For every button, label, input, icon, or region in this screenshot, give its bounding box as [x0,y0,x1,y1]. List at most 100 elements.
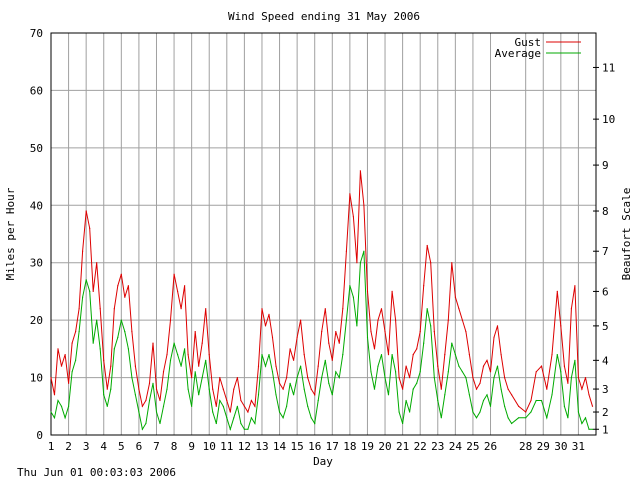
beaufort-tick-label: 9 [602,159,609,172]
average-point [247,428,249,430]
gust-point [127,285,129,287]
gust-point [162,371,165,373]
average-point [500,388,502,390]
gust-point [405,365,407,367]
x-tick-label: 22 [414,440,427,453]
average-point [451,342,453,344]
average-point [257,394,260,396]
gust-point [359,170,361,172]
gust-point [588,394,590,396]
legend: Gust Average [495,36,581,60]
average-point [356,325,358,327]
gust-point [567,382,569,384]
average-point [465,377,467,379]
x-tick-label: 30 [554,440,567,453]
y-tick-label: 30 [30,257,43,270]
plot-area-border [50,32,597,436]
average-point [293,394,295,396]
gust-point [257,365,260,367]
gust-point [222,388,224,390]
average-point [440,417,442,419]
gust-point [247,411,249,413]
average-point [307,405,309,407]
gust-point [511,394,513,396]
gust-point [451,262,453,264]
gust-point [525,411,527,413]
x-tick-label: 24 [449,440,463,453]
beaufort-axis-label: Beaufort Scale [620,188,633,281]
beaufort-tick-label: 10 [602,113,615,126]
average-point [169,359,172,361]
average-point [335,371,337,373]
gust-point [317,365,319,367]
average-point [567,417,569,419]
average-point [377,365,379,367]
average-point [447,371,449,373]
gust-point [82,250,84,252]
gust-point [328,342,330,344]
y-axis-label: Miles per Hour [4,187,17,280]
gust-point [504,377,506,379]
gust-point [177,290,179,292]
gust-point [546,388,548,390]
x-tick-label: 26 [484,440,497,453]
average-point [162,405,165,407]
gust-point [444,354,446,356]
gust-point [440,388,442,390]
x-tick-label: 4 [100,440,107,453]
gust-point [310,388,312,390]
average-point [127,348,129,350]
gust-point [201,342,203,344]
average-point [103,394,105,396]
gust-point [264,325,267,327]
gust-point [416,348,418,350]
gust-point [57,348,59,350]
average-point [187,388,189,390]
average-point [194,371,196,373]
gust-point [205,308,207,310]
average-point [82,296,84,298]
gust-point [324,308,326,310]
average-point [535,399,537,402]
gust-point [591,405,594,407]
gust-point [363,204,365,206]
average-point [296,377,298,379]
average-point [430,325,432,327]
average-point [398,411,400,413]
x-tick-label: 13 [255,440,268,453]
average-point [289,382,291,384]
gust-point [373,348,376,350]
gust-point [159,399,161,402]
gust-point [468,354,470,356]
gust-point [113,308,115,310]
average-point [60,405,63,407]
average-point [489,405,492,407]
x-tick-label: 25 [466,440,479,453]
x-tick-label: 19 [361,440,374,453]
gust-point [131,331,133,333]
gust-point [184,285,186,287]
average-point [53,417,56,419]
x-tick-label: 6 [136,440,143,453]
chart-title: Wind Speed ending 31 May 2006 [228,10,420,23]
y-tick-label: 10 [30,372,43,385]
gust-point [331,359,333,361]
average-point [563,405,566,407]
average-point [300,365,302,367]
gust-point [560,325,562,327]
gust-point [148,382,151,384]
average-point [215,422,217,425]
beaufort-tick-label: 4 [602,354,609,367]
average-point [110,388,112,390]
average-point [152,382,154,384]
gust-point [551,354,553,356]
average-point [219,399,221,402]
average-point [461,371,463,373]
x-tick-label: 9 [188,440,195,453]
gust-point [124,296,126,298]
average-point [518,417,520,419]
beaufort-axis-ticks: 1 2 3 4 5 6 7 8 9 10 11 [593,61,615,436]
average-point [68,405,70,407]
gust-point [250,399,252,402]
gust-point [194,331,196,333]
